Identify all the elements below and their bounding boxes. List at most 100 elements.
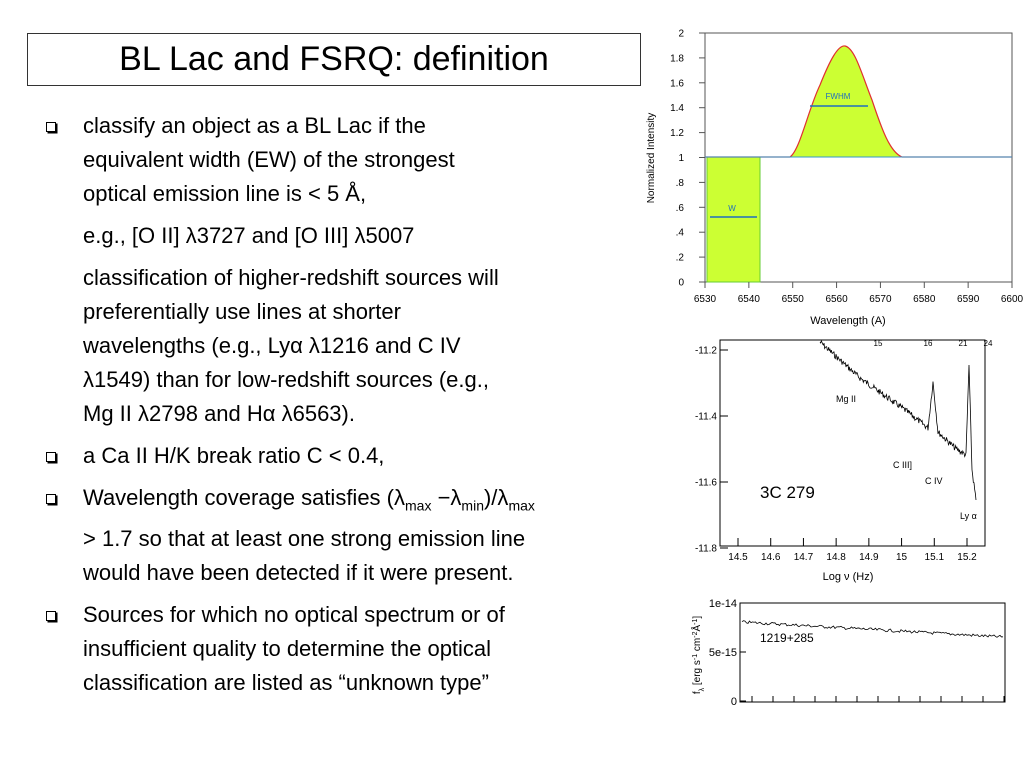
bullet: a Ca II H/K break ratio C < 0.4, (40, 439, 680, 473)
annotation: C IV (925, 476, 943, 486)
paragraph: Sources for which no optical spectrum or… (83, 598, 680, 700)
text: −λ (431, 485, 462, 510)
y-tick-label: 1.2 (670, 128, 684, 139)
text: )/λ (483, 485, 509, 510)
bullet: Sources for which no optical spectrum or… (40, 598, 680, 700)
text: classify an object as a BL Lac if the (83, 113, 426, 138)
label-part: ] (692, 616, 703, 619)
text: λ1549) than for low-redshift sources (e.… (83, 367, 489, 392)
text: Mg II λ2798 and Hα λ6563). (83, 401, 355, 426)
paragraph: classify an object as a BL Lac if the equ… (83, 109, 680, 211)
y-axis-label: Normalized Intensity (646, 113, 657, 204)
label-part: Å (690, 625, 703, 632)
text: a Ca II H/K break ratio C < 0.4, (83, 443, 385, 468)
bullet-marker (46, 452, 56, 462)
y-tick-label: 0 (678, 278, 684, 289)
spectrum (819, 339, 977, 501)
text: Sources for which no optical spectrum or… (83, 602, 505, 628)
x-tick-label: 6530 (694, 294, 717, 305)
source-name: 1219+285 (760, 631, 814, 645)
x-tick-label: 6590 (957, 294, 980, 305)
text-line: Mg II λ2798 and Hα λ6563). (83, 397, 680, 431)
annotation: C III] (893, 460, 912, 470)
text-line: insufficient quality to determine the op… (83, 632, 680, 666)
text: classification are listed as “unknown ty… (83, 670, 489, 696)
label-part: λ (699, 687, 706, 691)
text: > 1.7 so that at least one strong emissi… (83, 526, 526, 552)
y-tick-label: 1.4 (670, 103, 684, 114)
annotation: FWHM (826, 92, 851, 101)
y-axis-label: fλ [erg s-1 cm-2Å-1] (690, 616, 706, 695)
text-line: equivalent width (EW) of the strongest (83, 143, 680, 177)
paragraph: classification of higher-redshift source… (83, 261, 680, 431)
text: optical emission line is < 5 Å, (83, 181, 367, 206)
annotation: W (728, 204, 736, 213)
subscript: max (508, 497, 535, 514)
top-label: 16 (924, 339, 933, 348)
bullet-marker (46, 611, 56, 622)
label-part: f (692, 691, 703, 694)
text-line: would have been detected if it were pres… (83, 556, 680, 590)
text: e.g., [O II] λ3727 and [O III] λ5007 (83, 223, 415, 248)
paragraph: Wavelength coverage satisfies (λmax −λmi… (83, 481, 680, 590)
annotation: Mg II (836, 394, 856, 404)
text: classification of higher-redshift source… (83, 265, 499, 290)
text-line: Wavelength coverage satisfies (λmax −λmi… (83, 481, 680, 522)
text-line: λ1549) than for low-redshift sources (e.… (83, 363, 680, 397)
x-axis-label: Wavelength (A) (810, 315, 885, 327)
top-label: 24 (984, 339, 993, 348)
x-tick-label: 14.8 (826, 552, 846, 563)
subscript: min (461, 497, 484, 514)
text-line: a Ca II H/K break ratio C < 0.4, (83, 439, 680, 473)
text-line: optical emission line is < 5 Å, (83, 177, 680, 211)
text: preferentially use lines at shorter (83, 299, 401, 324)
text-line: preferentially use lines at shorter (83, 295, 680, 329)
x-tick-label: 14.5 (728, 552, 748, 563)
text-line: classify an object as a BL Lac if the (83, 109, 680, 143)
y-tick-label: 1 (678, 153, 684, 164)
paragraph: a Ca II H/K break ratio C < 0.4, (83, 439, 680, 473)
spectrum (741, 620, 1004, 638)
x-tick-label: 6550 (782, 294, 805, 305)
x-tick-label: 6580 (913, 294, 936, 305)
y-tick-label: 1.6 (670, 78, 684, 89)
plot-frame (719, 339, 986, 547)
x-tick-label: 15 (896, 552, 908, 563)
y-tick-label: -11.6 (695, 478, 717, 489)
plot-frame (739, 602, 1006, 703)
top-label: 15 (874, 339, 883, 348)
y-tick-label: 1.8 (670, 53, 684, 64)
source-name: 3C 279 (760, 483, 815, 502)
y-tick-label: .8 (676, 178, 685, 189)
text-line: > 1.7 so that at least one strong emissi… (83, 522, 680, 556)
x-tick-label: 15.2 (957, 552, 977, 563)
text-line: Sources for which no optical spectrum or… (83, 598, 680, 632)
y-tick-label: -11.4 (695, 412, 717, 423)
label-part: -1 (692, 654, 699, 660)
text-line: classification are listed as “unknown ty… (83, 666, 680, 700)
top-label: 21 (959, 339, 968, 348)
line-fill (790, 45, 902, 157)
x-axis-label: Log ν (Hz) (823, 571, 874, 583)
y-tick-label: 2 (678, 29, 684, 40)
text-line: e.g., [O II] λ3727 and [O III] λ5007 (83, 219, 680, 253)
x-tick-label: 14.9 (859, 552, 879, 563)
text: wavelengths (e.g., Lyα λ1216 and C IV (83, 333, 461, 358)
bullet-list: classify an object as a BL Lac if the equ… (40, 101, 680, 708)
text: insufficient quality to determine the op… (83, 636, 492, 662)
y-tick-label: 0 (731, 696, 737, 708)
text: would have been detected if it were pres… (83, 560, 514, 586)
y-tick-label: 5e-15 (709, 647, 737, 659)
y-tick-label: .6 (676, 203, 685, 214)
subscript: max (405, 497, 432, 514)
x-tick-label: 14.7 (794, 552, 814, 563)
x-tick-label: 6540 (738, 294, 761, 305)
bullet: Wavelength coverage satisfies (λmax −λmi… (40, 481, 680, 590)
annotation: Ly α (960, 511, 977, 521)
x-tick-label: 6560 (825, 294, 848, 305)
x-tick-label: 15.1 (925, 552, 945, 563)
x-tick-label: 6600 (1001, 294, 1024, 305)
label-part: -2 (692, 631, 699, 637)
